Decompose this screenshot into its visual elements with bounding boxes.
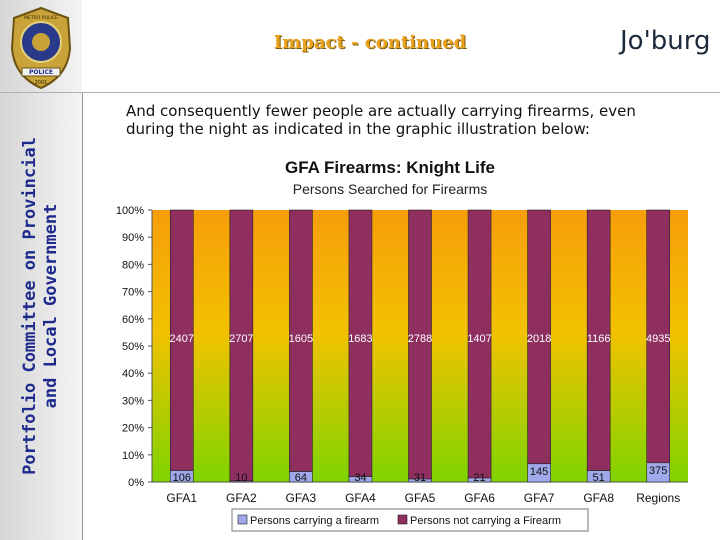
bar-carrying xyxy=(527,463,551,483)
bar-carrying xyxy=(348,476,373,483)
sidebar: POLICE 2001 METRO POLICE Portfolio Commi… xyxy=(0,0,83,540)
y-tick-label: 90% xyxy=(122,232,144,244)
police-badge-icon: POLICE 2001 METRO POLICE xyxy=(10,6,72,90)
y-tick-label: 20% xyxy=(122,423,144,435)
chart-subtitle: Persons Searched for Firearms xyxy=(293,181,488,197)
y-tick-label: 70% xyxy=(122,287,144,299)
x-tick-label: GFA1 xyxy=(166,491,197,505)
slide-title: Impact - continued xyxy=(273,32,467,53)
label-carrying: 10 xyxy=(235,472,247,484)
label-not-carrying: 1166 xyxy=(587,333,611,345)
sidebar-committee-label: Portfolio Committee on Provincial and Lo… xyxy=(20,99,62,513)
y-tick-label: 50% xyxy=(122,341,144,353)
label-carrying: 21 xyxy=(473,472,485,484)
bar-carrying xyxy=(408,478,432,483)
intro-paragraph: And consequently fewer people are actual… xyxy=(126,102,636,138)
label-not-carrying: 1683 xyxy=(348,333,372,345)
y-tick-label: 30% xyxy=(122,395,144,407)
header-divider xyxy=(0,92,720,93)
y-tick-label: 40% xyxy=(122,368,144,380)
x-tick-label: GFA7 xyxy=(524,491,555,505)
y-tick-label: 100% xyxy=(116,205,144,217)
y-tick-label: 0% xyxy=(128,477,144,489)
label-carrying: 375 xyxy=(649,465,667,477)
bar-carrying xyxy=(229,480,254,483)
y-tick-label: 60% xyxy=(122,314,144,326)
x-tick-label: GFA4 xyxy=(345,491,376,505)
label-carrying: 145 xyxy=(530,466,548,478)
x-tick-label: GFA8 xyxy=(583,491,614,505)
label-not-carrying: 1407 xyxy=(467,333,491,345)
label-not-carrying: 4935 xyxy=(646,333,670,345)
label-not-carrying: 2018 xyxy=(527,333,551,345)
bar-carrying xyxy=(169,470,194,483)
legend-label-not-carrying: Persons not carrying a Firearm xyxy=(410,515,561,527)
label-not-carrying: 1605 xyxy=(289,333,313,345)
legend-swatch-not-carrying xyxy=(397,514,408,525)
legend-swatch-carrying xyxy=(237,514,248,525)
label-carrying: 31 xyxy=(414,472,426,484)
firearms-chart: GFA Firearms: Knight Life Persons Search… xyxy=(116,158,688,532)
sidebar-line-2: and Local Government xyxy=(41,203,61,409)
label-carrying: 64 xyxy=(295,472,307,484)
label-carrying: 106 xyxy=(173,472,191,484)
bar-carrying xyxy=(289,471,313,483)
label-carrying: 34 xyxy=(354,472,366,484)
joburg-logo: Jo'burg xyxy=(620,26,710,56)
header xyxy=(82,0,720,92)
label-not-carrying: 2407 xyxy=(170,333,194,345)
legend-box xyxy=(231,508,589,532)
legend-label-carrying: Persons carrying a firearm xyxy=(250,515,379,527)
badge-bottom-text: POLICE xyxy=(29,69,53,76)
badge-year-text: 2001 xyxy=(35,80,48,86)
x-tick-label: GFA6 xyxy=(464,491,495,505)
label-not-carrying: 2707 xyxy=(229,333,253,345)
x-tick-label: GFA5 xyxy=(405,491,436,505)
bar-carrying xyxy=(646,462,671,483)
badge-top-text: METRO POLICE xyxy=(24,15,58,21)
bar-carrying xyxy=(586,470,611,483)
y-tick-label: 80% xyxy=(122,259,144,271)
bar-not-carrying xyxy=(229,209,254,482)
bar-carrying xyxy=(467,477,492,483)
x-tick-label: Regions xyxy=(636,491,680,505)
label-not-carrying: 2788 xyxy=(408,333,432,345)
x-tick-label: GFA2 xyxy=(226,491,257,505)
chart-title: GFA Firearms: Knight Life xyxy=(285,158,495,177)
x-tick-label: GFA3 xyxy=(286,491,317,505)
label-carrying: 51 xyxy=(593,472,605,484)
joburg-logo-text: Jo'burg xyxy=(620,26,711,56)
y-tick-label: 10% xyxy=(122,450,144,462)
sidebar-line-1: Portfolio Committee on Provincial xyxy=(20,137,40,475)
